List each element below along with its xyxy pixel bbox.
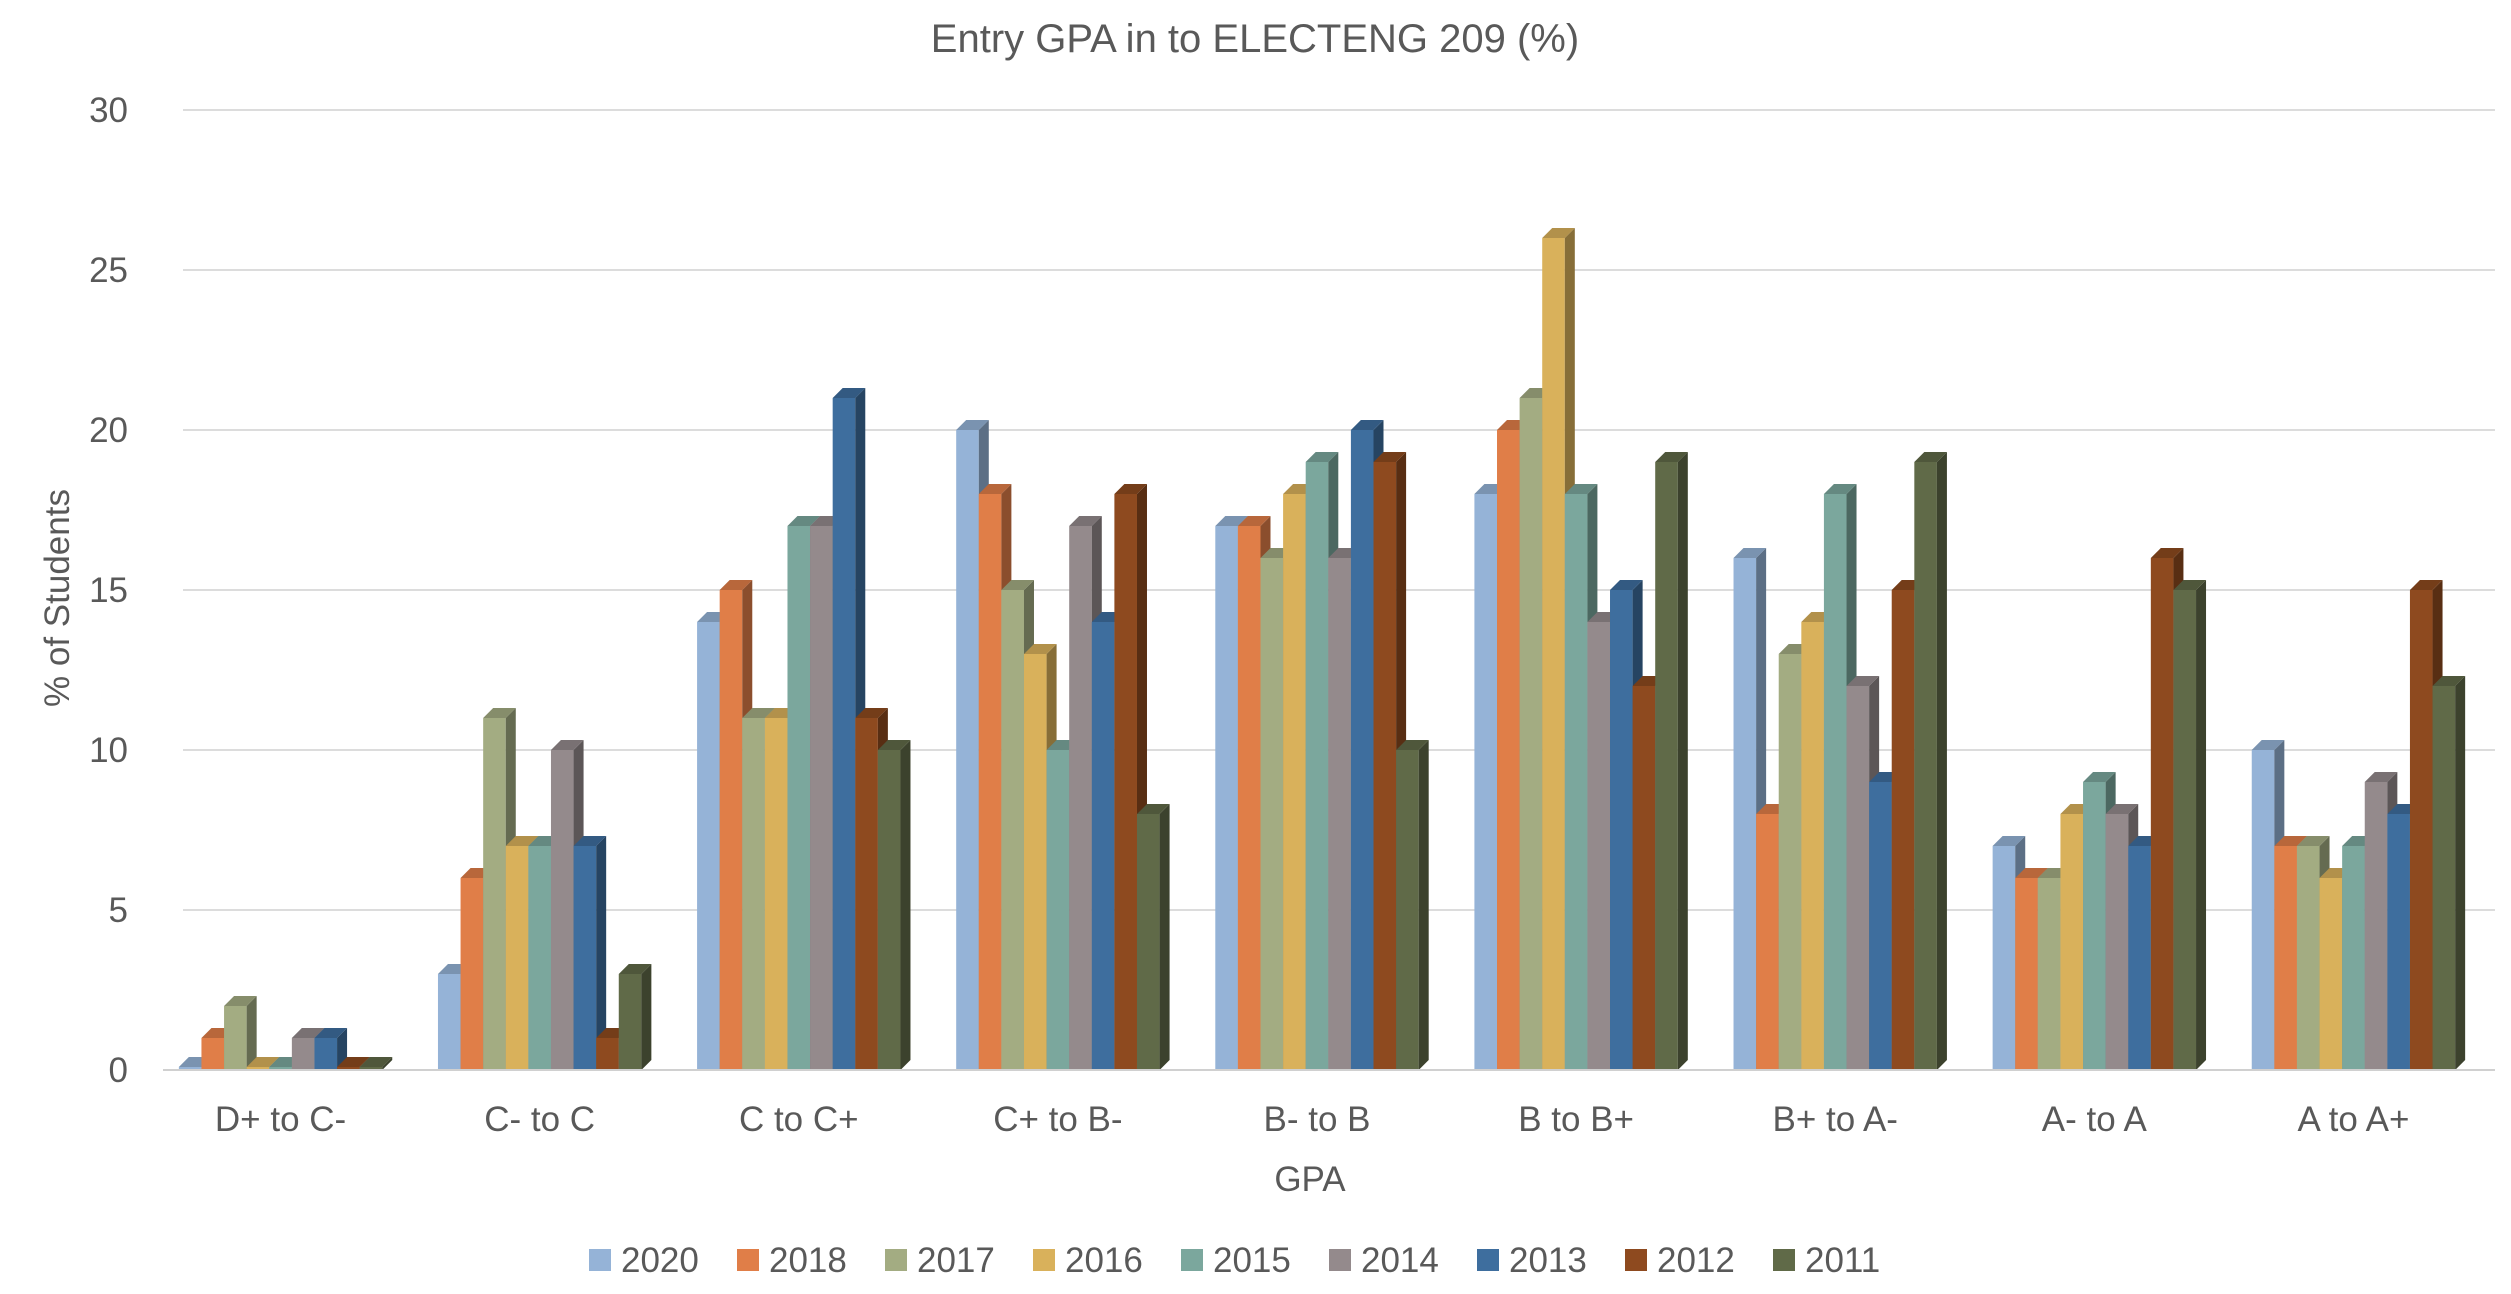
- legend-swatch: [1477, 1249, 1499, 1271]
- legend-swatch: [1329, 1249, 1351, 1271]
- legend-item-2016: 2016: [1033, 1241, 1143, 1280]
- legend-item-2012: 2012: [1625, 1241, 1735, 1280]
- bars: [178, 228, 2466, 1070]
- y-tick-label: 10: [89, 731, 128, 770]
- x-tick-label: C to C+: [739, 1100, 859, 1139]
- legend-item-2014: 2014: [1329, 1241, 1439, 1280]
- bar-2013-0: [314, 1028, 348, 1070]
- legend-swatch: [589, 1249, 611, 1271]
- legend-label: 2013: [1509, 1241, 1587, 1280]
- bar-2011-8: [2432, 676, 2466, 1070]
- bar-2011-3: [1136, 804, 1170, 1070]
- legend-item-2020: 2020: [589, 1241, 699, 1280]
- bar-2011-6: [1914, 452, 1947, 1070]
- legend-label: 2012: [1657, 1241, 1735, 1280]
- legend-item-2017: 2017: [885, 1241, 995, 1280]
- bar-2013-1: [573, 836, 607, 1070]
- legend-swatch: [885, 1249, 907, 1271]
- legend-swatch: [737, 1249, 759, 1271]
- legend-swatch: [1181, 1249, 1203, 1271]
- bar-2011-0: [359, 1057, 393, 1070]
- x-tick-label: B- to B: [1264, 1100, 1371, 1139]
- x-tick-label: A to A+: [2297, 1100, 2409, 1139]
- chart-title: Entry GPA in to ELECTENG 209 (%): [931, 17, 1579, 61]
- legend-label: 2016: [1065, 1241, 1143, 1280]
- legend-item-2011: 2011: [1773, 1241, 1880, 1280]
- bar-2011-7: [2173, 580, 2207, 1070]
- legend-label: 2011: [1805, 1241, 1880, 1280]
- x-tick-label: D+ to C-: [215, 1100, 346, 1139]
- y-tick-label: 5: [109, 891, 128, 930]
- legend-item-2013: 2013: [1477, 1241, 1587, 1280]
- x-axis-ticks: D+ to C- C- to C C to C+ C+ to B- B- to B B t…: [215, 1100, 2409, 1139]
- legend-label: 2020: [621, 1241, 699, 1280]
- bar-2011-5: [1655, 452, 1688, 1070]
- bar-2011-1: [618, 964, 652, 1070]
- legend-label: 2018: [769, 1241, 847, 1280]
- legend: 2020 2018 2017 2016 2015 2014 2013 2012 2011: [589, 1241, 1880, 1280]
- y-tick-label: 20: [89, 411, 128, 450]
- legend-swatch: [1773, 1249, 1795, 1271]
- legend-label: 2014: [1361, 1241, 1439, 1280]
- y-tick-label: 15: [89, 571, 128, 610]
- legend-label: 2017: [917, 1241, 995, 1280]
- legend-swatch: [1033, 1249, 1055, 1271]
- y-tick-label: 25: [89, 251, 128, 290]
- bar-2011-4: [1396, 740, 1429, 1070]
- x-tick-label: C+ to B-: [993, 1100, 1122, 1139]
- x-tick-label: C- to C: [484, 1100, 595, 1139]
- legend-item-2015: 2015: [1181, 1241, 1291, 1280]
- x-tick-label: B to B+: [1518, 1100, 1634, 1139]
- bar-2017-0: [224, 996, 257, 1070]
- x-tick-label: B+ to A-: [1772, 1100, 1898, 1139]
- bar-2011-2: [877, 740, 911, 1070]
- y-axis-title: % of Students: [38, 489, 77, 707]
- y-tick-label: 30: [89, 91, 128, 130]
- x-axis-title: GPA: [1274, 1160, 1346, 1199]
- x-tick-label: A- to A: [2042, 1100, 2148, 1139]
- legend-label: 2015: [1213, 1241, 1291, 1280]
- y-tick-label: 0: [109, 1051, 128, 1090]
- legend-item-2018: 2018: [737, 1241, 847, 1280]
- y-axis-ticks: 0 5 10 15 20 25 30: [89, 91, 128, 1090]
- legend-swatch: [1625, 1249, 1647, 1271]
